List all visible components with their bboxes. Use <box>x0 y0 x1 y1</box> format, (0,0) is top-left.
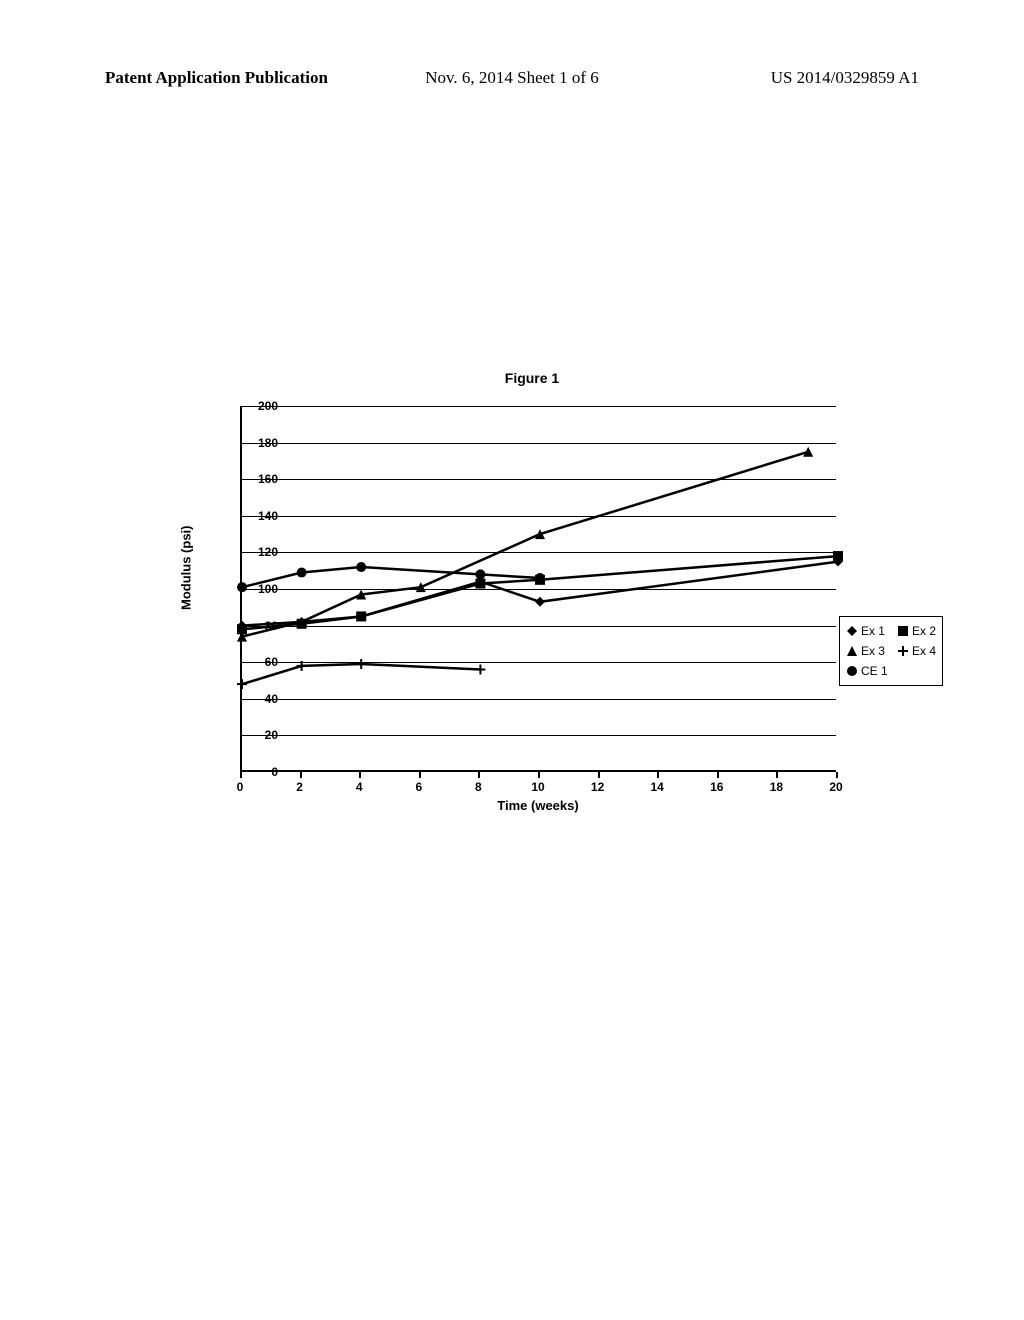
square-icon <box>897 625 909 637</box>
x-tick-mark <box>717 772 719 778</box>
header-patent-number: US 2014/0329859 A1 <box>771 68 919 88</box>
x-tick-mark <box>419 772 421 778</box>
series-line <box>242 562 838 626</box>
x-tick-label: 8 <box>463 780 493 794</box>
figure-1: Figure 1 Modulus (psi) Time (weeks) 0204… <box>182 370 882 820</box>
legend-item: Ex 4 <box>897 641 936 661</box>
data-point <box>356 659 366 669</box>
legend-label: Ex 3 <box>861 641 885 661</box>
gridline <box>242 406 836 407</box>
y-tick-label: 0 <box>238 765 278 779</box>
legend-item: Ex 2 <box>897 621 936 641</box>
data-point <box>475 665 485 675</box>
y-tick-label: 60 <box>238 655 278 669</box>
y-tick-label: 140 <box>238 509 278 523</box>
gridline <box>242 443 836 444</box>
x-tick-mark <box>359 772 361 778</box>
legend-row: Ex 3 Ex 4 <box>846 641 936 661</box>
legend-row: CE 1 <box>846 661 936 681</box>
y-tick-label: 100 <box>238 582 278 596</box>
legend-label: CE 1 <box>861 661 888 681</box>
x-tick-mark <box>538 772 540 778</box>
legend-item: CE 1 <box>846 661 888 681</box>
series-line <box>242 567 540 587</box>
header-sheet-info: Nov. 6, 2014 Sheet 1 of 6 <box>425 68 599 88</box>
page-header: Patent Application Publication Nov. 6, 2… <box>0 68 1024 88</box>
x-tick-label: 14 <box>642 780 672 794</box>
gridline <box>242 699 836 700</box>
data-point <box>356 562 366 572</box>
data-point <box>297 568 307 578</box>
x-tick-mark <box>657 772 659 778</box>
x-tick-label: 6 <box>404 780 434 794</box>
gridline <box>242 662 836 663</box>
x-tick-label: 18 <box>761 780 791 794</box>
x-tick-mark <box>776 772 778 778</box>
gridline <box>242 552 836 553</box>
legend-label: Ex 2 <box>912 621 936 641</box>
legend-label: Ex 4 <box>912 641 936 661</box>
x-tick-mark <box>836 772 838 778</box>
chart-legend: Ex 1 Ex 2 Ex 3 Ex 4 CE 1 <box>839 616 943 686</box>
header-publication: Patent Application Publication <box>105 68 328 88</box>
data-point <box>475 569 485 579</box>
data-point <box>535 597 545 607</box>
x-tick-label: 2 <box>285 780 315 794</box>
legend-item: Ex 1 <box>846 621 885 641</box>
y-tick-label: 120 <box>238 545 278 559</box>
x-tick-label: 0 <box>225 780 255 794</box>
x-tick-label: 10 <box>523 780 553 794</box>
plus-icon <box>897 645 909 657</box>
plot-region <box>240 406 836 772</box>
data-point <box>475 579 485 589</box>
legend-row: Ex 1 Ex 2 <box>846 621 936 641</box>
y-tick-label: 160 <box>238 472 278 486</box>
gridline <box>242 479 836 480</box>
y-axis-label: Modulus (psi) <box>179 526 194 611</box>
data-point <box>356 611 366 621</box>
triangle-icon <box>846 645 858 657</box>
diamond-icon <box>846 625 858 637</box>
circle-icon <box>846 665 858 677</box>
modulus-chart: Modulus (psi) Time (weeks) 0204060801001… <box>182 400 882 820</box>
x-tick-label: 20 <box>821 780 851 794</box>
legend-label: Ex 1 <box>861 621 885 641</box>
x-tick-mark <box>300 772 302 778</box>
x-tick-label: 4 <box>344 780 374 794</box>
legend-item: Ex 3 <box>846 641 885 661</box>
x-tick-label: 12 <box>583 780 613 794</box>
x-tick-mark <box>598 772 600 778</box>
gridline <box>242 589 836 590</box>
x-tick-mark <box>478 772 480 778</box>
x-axis-label: Time (weeks) <box>240 798 836 813</box>
y-tick-label: 180 <box>238 436 278 450</box>
gridline <box>242 626 836 627</box>
gridline <box>242 516 836 517</box>
figure-title: Figure 1 <box>182 370 882 386</box>
y-tick-label: 200 <box>238 399 278 413</box>
y-tick-label: 20 <box>238 728 278 742</box>
chart-svg <box>242 406 836 770</box>
y-tick-label: 40 <box>238 692 278 706</box>
x-tick-label: 16 <box>702 780 732 794</box>
gridline <box>242 735 836 736</box>
data-point <box>237 679 247 689</box>
data-point <box>535 573 545 583</box>
y-tick-label: 80 <box>238 619 278 633</box>
x-tick-mark <box>240 772 242 778</box>
